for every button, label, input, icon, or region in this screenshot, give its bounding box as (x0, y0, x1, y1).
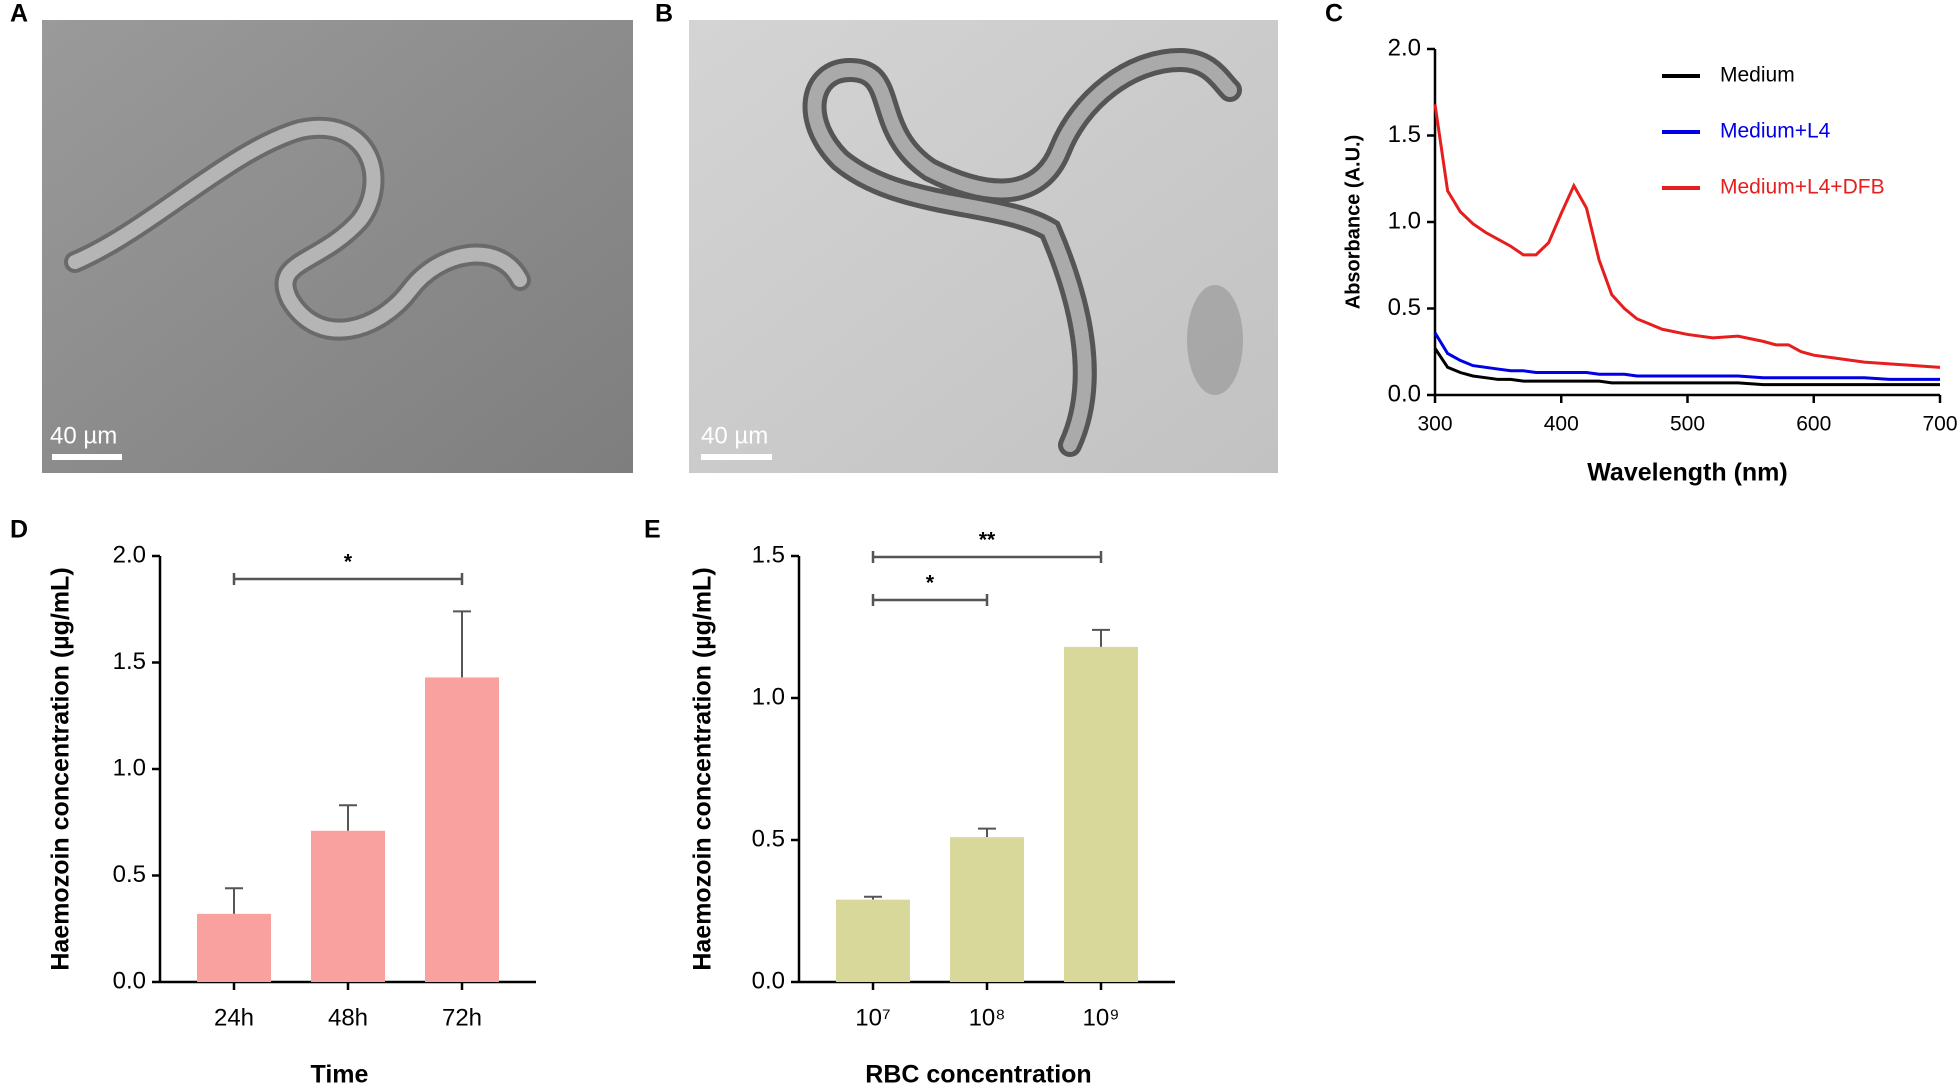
panel-letter: C (1325, 0, 1343, 28)
panel-letter: E (644, 516, 661, 544)
y-tick-label: 0.5 (752, 825, 785, 852)
bar (1064, 646, 1138, 982)
blur (1187, 285, 1243, 395)
y-tick-label: 2.0 (113, 541, 146, 568)
bar (425, 677, 499, 982)
y-tick-label: 0.5 (113, 861, 146, 888)
legend-label: Medium (1720, 64, 1795, 87)
y-tick-label: 0.0 (1388, 380, 1421, 407)
x-axis-title: Time (311, 1061, 369, 1089)
y-tick-label: 1.0 (752, 683, 785, 710)
legend-label: Medium+L4 (1720, 120, 1831, 143)
x-tick-label: 10⁹ (1083, 1004, 1120, 1031)
line-series (1433, 331, 1940, 381)
y-axis-title: Haemozoin concentration (µg/mL) (689, 567, 717, 970)
x-tick-label: 300 (1417, 413, 1452, 436)
x-tick-label: 10⁷ (855, 1004, 890, 1031)
y-tick-label: 1.5 (113, 648, 146, 675)
bar (950, 837, 1024, 982)
worm (802, 47, 1242, 457)
panel-letter: D (10, 516, 28, 544)
micrograph (689, 20, 1278, 473)
y-axis-title: Haemozoin concentration (µg/mL) (47, 567, 75, 970)
x-axis-title: RBC concentration (865, 1061, 1091, 1089)
line-series (1433, 347, 1940, 387)
x-axis-title: Wavelength (nm) (1587, 459, 1787, 487)
x-tick-label: 500 (1670, 413, 1705, 436)
x-tick-label: 10⁸ (969, 1004, 1006, 1031)
y-tick-label: 1.5 (1388, 121, 1421, 148)
y-tick-label: 2.0 (1388, 34, 1421, 61)
y-tick-label: 1.0 (1388, 207, 1421, 234)
panel-letter: A (10, 0, 28, 28)
scale-bar-label: 40 µm (701, 422, 768, 449)
x-tick-label: 24h (214, 1004, 254, 1031)
x-tick-label: 400 (1544, 413, 1579, 436)
y-tick-label: 0.5 (1388, 294, 1421, 321)
x-tick-label: 700 (1922, 413, 1957, 436)
y-tick-label: 0.0 (752, 967, 785, 994)
y-tick-label: 0.0 (113, 967, 146, 994)
legend-label: Medium+L4+DFB (1720, 176, 1885, 199)
significance-label: * (344, 551, 353, 574)
scale-bar-label: 40 µm (50, 422, 117, 449)
y-tick-label: 1.5 (752, 541, 785, 568)
bar (197, 913, 271, 982)
y-axis-title: Absorbance (A.U.) (1342, 135, 1364, 309)
x-tick-label: 72h (442, 1004, 482, 1031)
bar (311, 830, 385, 982)
line-series (1433, 104, 1941, 369)
significance-label: * (926, 572, 935, 595)
x-tick-label: 48h (328, 1004, 368, 1031)
y-tick-label: 1.0 (113, 754, 146, 781)
panel-letter: B (655, 0, 673, 28)
significance-label: ** (979, 529, 996, 552)
worm (64, 116, 531, 341)
bar (836, 899, 910, 982)
x-tick-label: 600 (1796, 413, 1831, 436)
